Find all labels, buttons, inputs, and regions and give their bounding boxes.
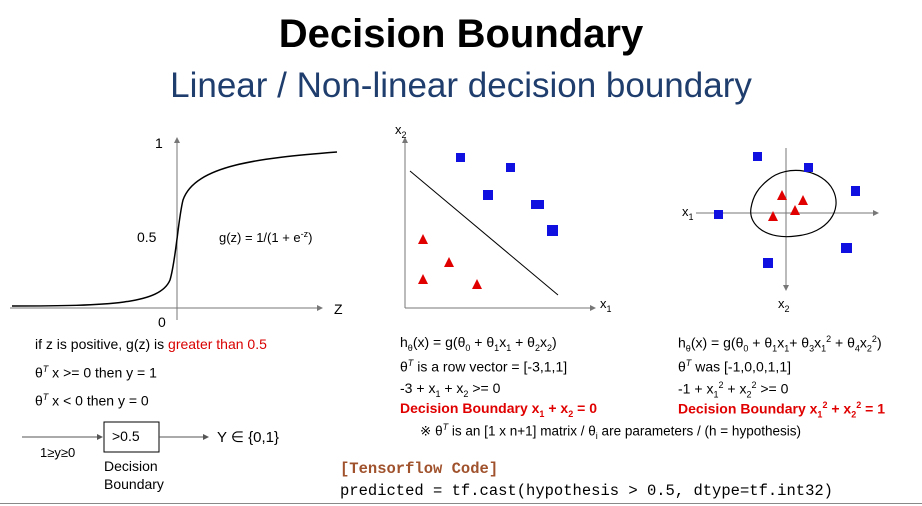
square-point [483, 190, 493, 200]
y-tick-0-5: 0.5 [137, 229, 157, 245]
output-label: Y ∈ {0,1} [217, 429, 280, 446]
decision-caption-2: Boundary [104, 476, 164, 492]
code-header: [Tensorflow Code] [340, 460, 499, 478]
slide-title: Decision Boundary [278, 12, 644, 56]
square-point [547, 225, 558, 236]
threshold-flow-diagram [22, 421, 209, 453]
linear-hypothesis: hθ(x) = g(θ0 + θ1x1 + θ2x2) [400, 334, 557, 353]
linear-inequality: -3 + x1 + x2 >= 0 [400, 380, 501, 399]
square-point [841, 243, 852, 253]
threshold-label: >0.5 [112, 428, 140, 444]
sigmoid-plot: 1 0.5 0 Z g(z) = 1/(1 + e-z) [10, 135, 343, 330]
origin-label: 0 [158, 314, 166, 330]
nonlinear-x-label: x1 [682, 204, 694, 222]
slide-subtitle: Linear / Non-linear decision boundary [170, 66, 752, 105]
square-point [763, 258, 773, 268]
linear-theta-vector: θT is a row vector = [-3,1,1] [400, 358, 568, 375]
nonlinear-boundary-equation: Decision Boundary x12 + x22 = 1 [678, 400, 886, 420]
parameter-note: ※ θT is an [1 x n+1] matrix / θi are par… [420, 422, 802, 442]
z-positive-note: if z is positive, g(z) is greater than 0… [35, 336, 267, 352]
square-point [531, 200, 544, 209]
triangle-point [768, 211, 778, 221]
square-point [804, 163, 813, 172]
triangle-point [790, 205, 800, 215]
input-range-label: 1≥y≥0 [40, 445, 76, 460]
triangle-point [777, 190, 787, 200]
nonlinear-hypothesis: hθ(x) = g(θ0 + θ1x1+ θ3x12 + θ4x22) [678, 334, 882, 354]
rule-y-equals-0: θT x < 0 then y = 0 [35, 392, 149, 409]
nonlinear-inequality: -1 + x12 + x22 >= 0 [678, 380, 789, 400]
square-point [753, 152, 762, 161]
triangle-point [418, 234, 428, 244]
square-point [456, 153, 465, 162]
linear-boundary-equation: Decision Boundary x1 + x2 = 0 [400, 400, 597, 419]
circular-boundary [750, 169, 837, 238]
triangle-point [418, 274, 428, 284]
square-point [506, 163, 515, 172]
linear-boundary-line [409, 170, 559, 296]
code-line: predicted = tf.cast(hypothesis > 0.5, dt… [340, 482, 833, 500]
triangle-point [472, 279, 482, 289]
y-tick-1: 1 [155, 135, 163, 151]
square-point [714, 210, 723, 219]
nonlinear-y-label: x2 [778, 296, 790, 314]
rule-y-equals-1: θT x >= 0 then y = 1 [35, 364, 157, 381]
sigmoid-formula: g(z) = 1/(1 + e-z) [219, 229, 313, 245]
linear-x-label: x1 [600, 296, 612, 314]
decision-caption-1: Decision [104, 458, 158, 474]
nonlinear-theta-vector: θT was [-1,0,0,1,1] [678, 358, 791, 375]
linear-y-label: x2 [395, 122, 407, 140]
triangle-point [798, 195, 808, 205]
slide-bottom-border [0, 503, 922, 504]
square-point [851, 186, 860, 196]
z-axis-label: Z [334, 301, 343, 317]
sigmoid-curve [11, 151, 338, 307]
nonlinear-boundary-plot: x1 x2 [682, 148, 879, 314]
linear-boundary-plot: x2 x1 [395, 122, 612, 314]
triangle-point [444, 257, 454, 267]
